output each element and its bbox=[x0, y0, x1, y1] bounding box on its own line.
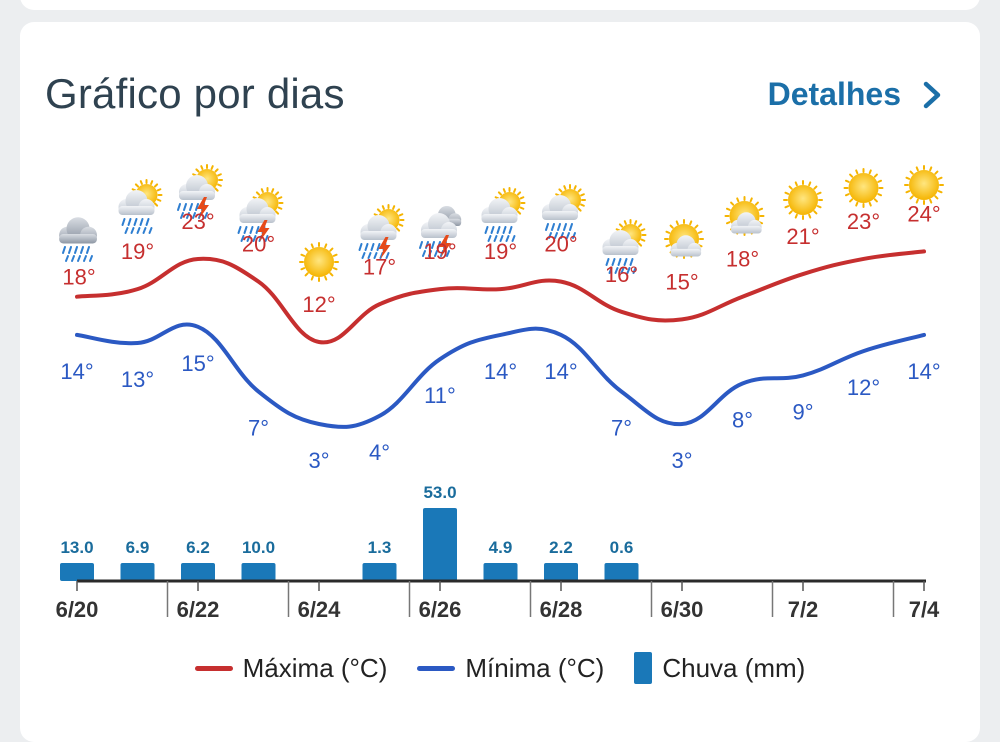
rain-cloud-icon bbox=[59, 217, 97, 262]
partly-sunny-rain-icon bbox=[481, 187, 526, 242]
rain-bar bbox=[604, 563, 639, 581]
legend-rain-label: Chuva (mm) bbox=[662, 652, 806, 683]
sunny-icon bbox=[299, 242, 339, 282]
min-temp-label: 3° bbox=[671, 448, 692, 473]
max-temp-label: 18° bbox=[726, 247, 759, 272]
max-temp-line bbox=[75, 249, 926, 345]
rain-bar bbox=[241, 563, 276, 581]
max-temp-label: 23° bbox=[181, 209, 214, 234]
partly-sunny-rain-icon bbox=[118, 179, 163, 234]
min-temp-line bbox=[75, 322, 926, 429]
legend: Máxima (°C) Mínima (°C) Chuva (mm) bbox=[0, 652, 1000, 684]
partly-sunny-rain-icon bbox=[542, 184, 586, 239]
chevron-right-icon bbox=[923, 81, 941, 108]
thunderstorm-cloud-icon bbox=[419, 206, 462, 257]
min-temp-label: 14° bbox=[907, 359, 940, 384]
page-title: Gráfico por dias bbox=[45, 70, 345, 117]
thunderstorm-sun-icon bbox=[177, 164, 223, 219]
min-temp-label: 9° bbox=[792, 399, 813, 424]
x-tick-label: 6/30 bbox=[661, 597, 704, 622]
x-tick-label: 6/24 bbox=[298, 597, 342, 622]
previous-card bbox=[20, 0, 980, 10]
min-temp-label: 14° bbox=[544, 359, 577, 384]
partly-cloudy-icon bbox=[664, 219, 704, 259]
legend-rain: Chuva (mm) bbox=[634, 652, 805, 684]
rain-bar bbox=[362, 563, 397, 581]
legend-max: Máxima (°C) bbox=[194, 652, 388, 684]
max-temp-label: 21° bbox=[786, 224, 819, 249]
sunny-icon bbox=[783, 180, 823, 220]
min-temp-label: 11° bbox=[424, 383, 456, 408]
max-temp-label: 24° bbox=[907, 201, 940, 226]
sunny-icon bbox=[843, 168, 884, 208]
rain-bar bbox=[483, 563, 518, 581]
sunny-icon bbox=[904, 165, 944, 205]
rain-bar bbox=[181, 563, 215, 581]
max-temp-label: 23° bbox=[847, 209, 880, 234]
rain-value-label: 53.0 bbox=[423, 483, 456, 502]
x-tick-label: 7/4 bbox=[909, 597, 940, 622]
rain-value-label: 6.2 bbox=[186, 538, 210, 557]
min-temp-label: 7° bbox=[248, 416, 269, 441]
rain-value-label: 0.6 bbox=[610, 538, 634, 557]
x-tick-label: 6/22 bbox=[177, 597, 220, 622]
rain-bar bbox=[423, 508, 457, 581]
details-label: Detalhes bbox=[767, 76, 901, 112]
partly-cloudy-icon bbox=[724, 196, 765, 236]
partly-sunny-rain-icon bbox=[602, 219, 647, 274]
max-temp-label: 19° bbox=[423, 239, 456, 264]
min-temp-label: 4° bbox=[369, 440, 390, 465]
max-temp-label: 20° bbox=[242, 232, 275, 257]
rain-value-label: 1.3 bbox=[368, 538, 392, 557]
x-tick-label: 6/26 bbox=[419, 597, 462, 622]
legend-max-swatch bbox=[194, 665, 233, 671]
min-temp-label: 3° bbox=[308, 448, 329, 473]
max-temp-label: 12° bbox=[302, 292, 335, 317]
daily-chart-card bbox=[20, 22, 980, 742]
max-temp-label: 18° bbox=[62, 265, 95, 290]
min-temp-label: 8° bbox=[732, 408, 753, 433]
rain-bar bbox=[544, 563, 578, 581]
rain-value-label: 4.9 bbox=[489, 538, 513, 557]
legend-min-label: Mínima (°C) bbox=[465, 652, 605, 683]
x-tick-label: 6/20 bbox=[56, 597, 99, 622]
legend-min-swatch bbox=[417, 665, 456, 671]
min-temp-label: 13° bbox=[121, 367, 154, 392]
legend-rain-swatch bbox=[634, 652, 653, 684]
min-temp-label: 12° bbox=[847, 375, 880, 400]
rain-value-label: 6.9 bbox=[126, 538, 150, 557]
details-link[interactable]: Detalhes bbox=[768, 76, 945, 113]
max-temp-label: 16° bbox=[605, 262, 638, 287]
min-temp-label: 7° bbox=[611, 416, 632, 441]
thunderstorm-sun-icon bbox=[237, 187, 284, 242]
legend-min: Mínima (°C) bbox=[417, 653, 604, 684]
x-tick-label: 6/28 bbox=[540, 597, 583, 622]
max-temp-label: 19° bbox=[484, 239, 517, 264]
min-temp-label: 14° bbox=[484, 359, 517, 384]
thunderstorm-sun-icon bbox=[358, 204, 405, 259]
min-temp-label: 15° bbox=[181, 351, 214, 376]
max-temp-label: 17° bbox=[363, 254, 396, 279]
min-temp-label: 14° bbox=[60, 359, 93, 384]
rain-value-label: 13.0 bbox=[60, 538, 93, 557]
rain-value-label: 10.0 bbox=[242, 538, 275, 557]
rain-value-label: 2.2 bbox=[549, 538, 573, 557]
legend-max-label: Máxima (°C) bbox=[242, 652, 388, 683]
max-temp-label: 15° bbox=[665, 269, 698, 294]
rain-bar bbox=[120, 563, 155, 581]
weather-chart: 18° 19° 23° 20° 12° 17° 19° 19° 20° 16° 15° 18° 21° 2… bbox=[56, 164, 944, 622]
max-temp-label: 20° bbox=[544, 232, 577, 257]
max-temp-label: 19° bbox=[121, 239, 154, 264]
rain-bar bbox=[60, 563, 94, 581]
x-tick-label: 7/2 bbox=[788, 597, 819, 622]
